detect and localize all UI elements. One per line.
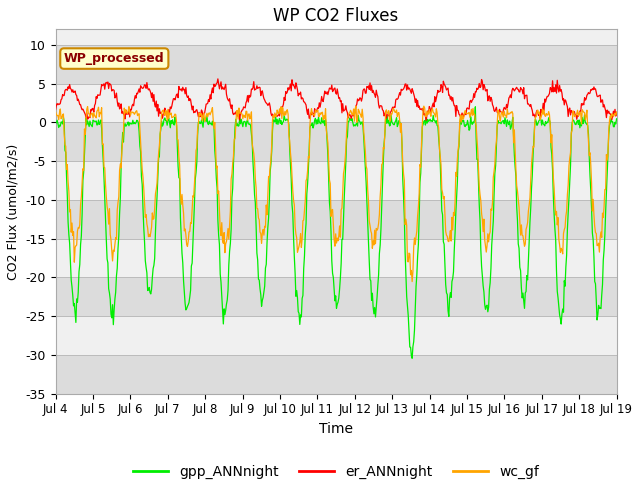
- X-axis label: Time: Time: [319, 422, 353, 436]
- Bar: [56, 29, 616, 45]
- Bar: [56, 84, 616, 122]
- Y-axis label: CO2 Flux (umol/m2/s): CO2 Flux (umol/m2/s): [7, 144, 20, 279]
- Bar: [56, 277, 616, 316]
- Bar: [56, 122, 616, 161]
- Bar: [56, 316, 616, 355]
- Title: WP CO2 Fluxes: WP CO2 Fluxes: [273, 7, 399, 25]
- Bar: [56, 355, 616, 394]
- Bar: [56, 200, 616, 239]
- Bar: [56, 45, 616, 84]
- Text: WP_processed: WP_processed: [64, 52, 164, 65]
- Bar: [56, 239, 616, 277]
- Bar: [56, 161, 616, 200]
- Legend: gpp_ANNnight, er_ANNnight, wc_gf: gpp_ANNnight, er_ANNnight, wc_gf: [127, 459, 545, 480]
